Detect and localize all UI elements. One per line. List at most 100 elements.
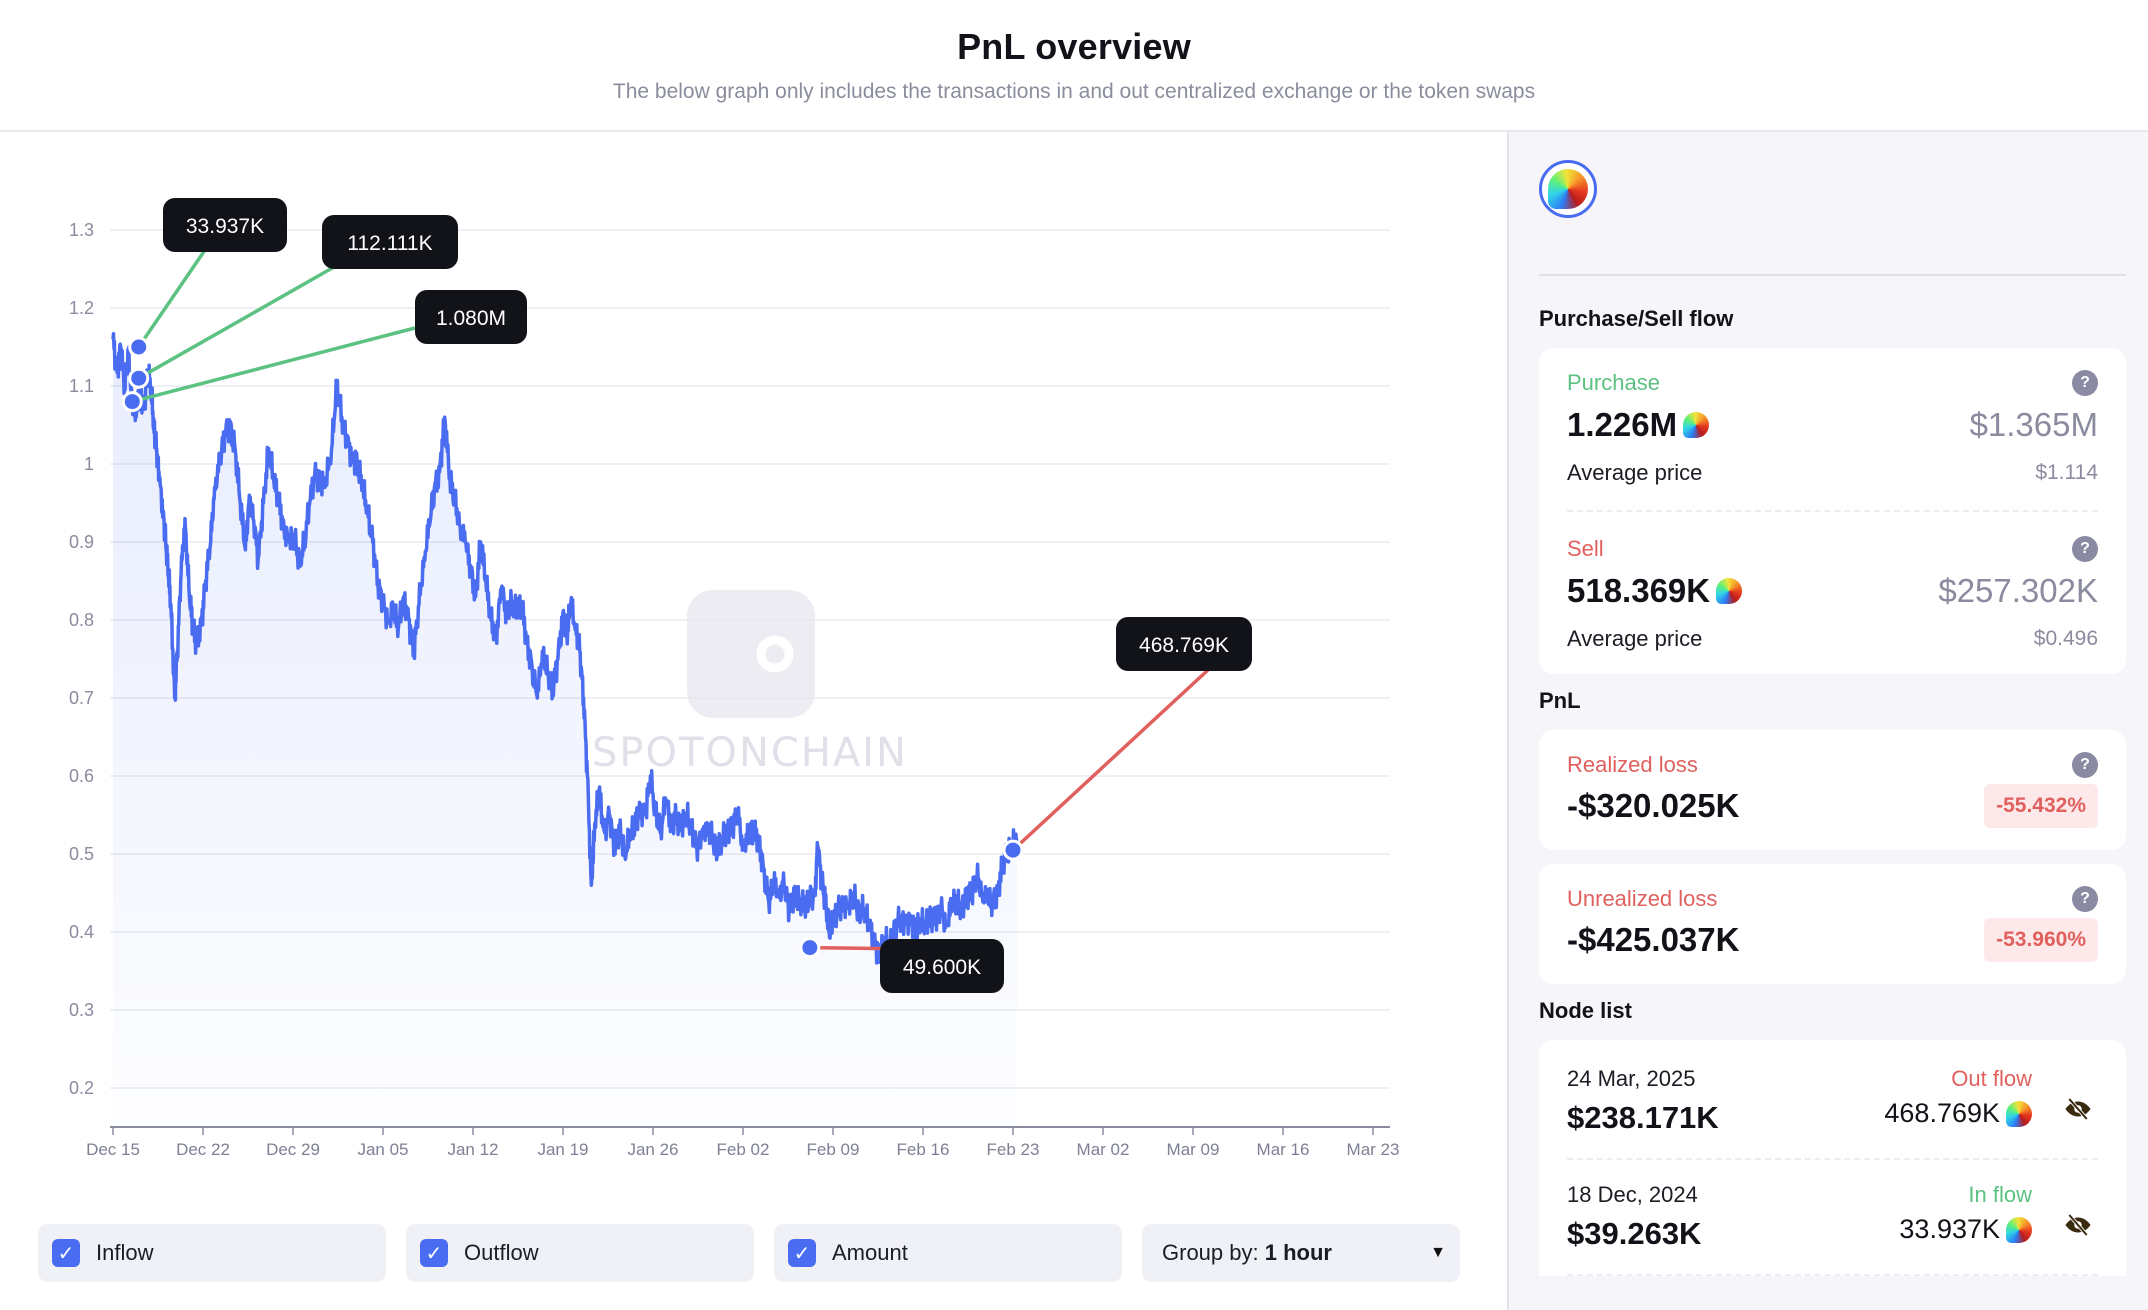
purchase-avg-value: $1.114 [2035, 461, 2098, 484]
group-by-label: Group by: [1162, 1240, 1259, 1265]
flow-callout-label: 468.769K [1139, 634, 1229, 657]
flow-callout-label: 49.600K [903, 956, 981, 979]
flow-node-marker [1002, 839, 1024, 861]
summary-sidebar: Purchase/Sell flow Purchase ? 1.226M $1.… [1507, 132, 2148, 1310]
sell-amount: 518.369K [1567, 572, 1743, 610]
x-tick-label: Feb 02 [717, 1140, 770, 1159]
amount-label: Amount [832, 1240, 908, 1265]
node-list: 24 Mar, 2025 $238.171K Out flow 468.769K… [1539, 1040, 2126, 1276]
x-tick-label: Mar 09 [1167, 1140, 1220, 1159]
node-list-title: Node list [1539, 998, 1632, 1023]
flow-callout[interactable] [163, 198, 287, 252]
inflow-connector [131, 326, 416, 404]
page-header: PnL overview The below graph only includ… [0, 0, 2148, 132]
checkbox-checked-icon: ✓ [52, 1239, 80, 1267]
flow-node-marker [121, 391, 143, 413]
x-tick-label: Jan 12 [447, 1140, 498, 1159]
node-amount: 468.769K [1884, 1098, 2032, 1129]
purchase-usd: $1.365M [1969, 406, 2098, 443]
flow-node-marker [128, 367, 150, 389]
y-tick-label: 0.9 [69, 532, 94, 552]
unrealized-loss-card: Unrealized loss ? -$425.037K -53.960% [1539, 864, 2126, 984]
x-tick-label: Mar 23 [1347, 1140, 1400, 1159]
checkbox-checked-icon: ✓ [788, 1239, 816, 1267]
node-list-item[interactable]: 18 Dec, 2024 $39.263K In flow 33.937K [1567, 1182, 2098, 1276]
x-tick-label: Jan 05 [357, 1140, 408, 1159]
price-area [113, 333, 1017, 1127]
unrealized-loss-value: -$425.037K [1567, 921, 1740, 958]
checkbox-checked-icon: ✓ [420, 1239, 448, 1267]
purchase-amount-value: 1.226M [1567, 406, 1678, 443]
help-icon[interactable]: ? [2072, 536, 2098, 562]
y-tick-label: 1.1 [69, 376, 94, 396]
realized-loss-value: -$320.025K [1567, 787, 1740, 824]
purchase-label: Purchase [1567, 370, 1660, 395]
pnl-chart[interactable]: 1.3 1.2 1.1 1 0.9 0.8 0.7 0.6 0.5 0.4 0.3 0.2 SPOTON… [0, 132, 1507, 1212]
inflow-connector [137, 249, 207, 348]
flow-callout[interactable] [415, 290, 527, 344]
x-tick-label: Mar 16 [1257, 1140, 1310, 1159]
flow-callout-label: 112.111K [347, 232, 432, 255]
x-tick-label: Feb 23 [987, 1140, 1040, 1159]
flow-node-marker [799, 937, 821, 959]
purchase-avg-label: Average price [1567, 460, 1703, 485]
y-tick-label: 0.3 [69, 1000, 94, 1020]
node-flow-type: In flow [1968, 1182, 2032, 1207]
sell-label: Sell [1567, 536, 1604, 561]
inflow-connector [137, 265, 335, 380]
flow-callout[interactable] [1116, 617, 1252, 671]
eye-slash-icon[interactable] [2058, 1210, 2098, 1240]
flow-callout-label: 33.937K [186, 215, 264, 238]
sell-avg-value: $0.496 [2033, 627, 2098, 650]
outflow-checkbox[interactable]: ✓ Outflow [406, 1224, 754, 1282]
page-title: PnL overview [957, 26, 1191, 67]
curve-token-icon [2006, 1100, 2032, 1127]
realized-loss-card: Realized loss ? -$320.025K -55.432% [1539, 730, 2126, 850]
chart-controls: ✓ Inflow ✓ Outflow ✓ Amount Group by: 1 … [38, 1224, 1460, 1282]
curve-token-icon [1683, 412, 1710, 438]
flow-callout-label: 1.080M [436, 307, 506, 330]
group-by-value: 1 hour [1264, 1240, 1332, 1265]
inflow-checkbox[interactable]: ✓ Inflow [38, 1224, 386, 1282]
node-flow-type: Out flow [1951, 1066, 2032, 1091]
y-tick-label: 1 [84, 454, 94, 474]
realized-loss-pct-badge: -55.432% [1984, 784, 2098, 828]
x-tick-label: Jan 26 [627, 1140, 678, 1159]
y-tick-label: 1.2 [69, 298, 94, 318]
flow-callout[interactable] [322, 215, 458, 269]
price-line [111, 332, 1019, 965]
curve-token-icon [1716, 578, 1743, 604]
amount-checkbox[interactable]: ✓ Amount [774, 1224, 1122, 1282]
node-list-item[interactable]: 24 Mar, 2025 $238.171K Out flow 468.769K [1567, 1066, 2098, 1160]
help-icon[interactable]: ? [2072, 370, 2098, 396]
x-tick-label: Dec 15 [86, 1140, 140, 1159]
group-by-text: Group by: 1 hour [1162, 1240, 1332, 1266]
curve-token-icon [2006, 1216, 2032, 1243]
chart-panel: 1.3 1.2 1.1 1 0.9 0.8 0.7 0.6 0.5 0.4 0.3 0.2 SPOTON… [0, 132, 1507, 1310]
pnl-title: PnL [1539, 688, 1581, 713]
y-tick-label: 0.5 [69, 844, 94, 864]
node-date: 18 Dec, 2024 [1567, 1182, 1698, 1207]
group-by-select[interactable]: Group by: 1 hour ▼ [1142, 1224, 1460, 1282]
outflow-label: Outflow [464, 1240, 539, 1265]
y-tick-label: 0.8 [69, 610, 94, 630]
page-subtitle: The below graph only includes the transa… [612, 80, 1536, 103]
y-tick-label: 0.7 [69, 688, 94, 708]
sell-avg-label: Average price [1567, 626, 1703, 651]
watermark: SPOTONCHAIN [592, 590, 906, 776]
node-usd: $39.263K [1567, 1216, 1702, 1251]
watermark-logo [687, 590, 815, 718]
x-tick-label: Mar 02 [1077, 1140, 1130, 1159]
divider [1567, 510, 2098, 512]
caret-down-icon: ▼ [1430, 1244, 1446, 1261]
token-logo [1539, 160, 1597, 218]
eye-slash-icon[interactable] [2058, 1094, 2098, 1124]
y-tick-label: 0.2 [69, 1078, 94, 1098]
inflow-label: Inflow [96, 1240, 154, 1265]
help-icon[interactable]: ? [2072, 752, 2098, 778]
flow-callout[interactable] [880, 939, 1004, 993]
x-tick-label: Dec 22 [176, 1140, 230, 1159]
node-amount-value: 468.769K [1884, 1098, 2000, 1128]
help-icon[interactable]: ? [2072, 886, 2098, 912]
unrealized-loss-label: Unrealized loss [1567, 886, 1718, 911]
